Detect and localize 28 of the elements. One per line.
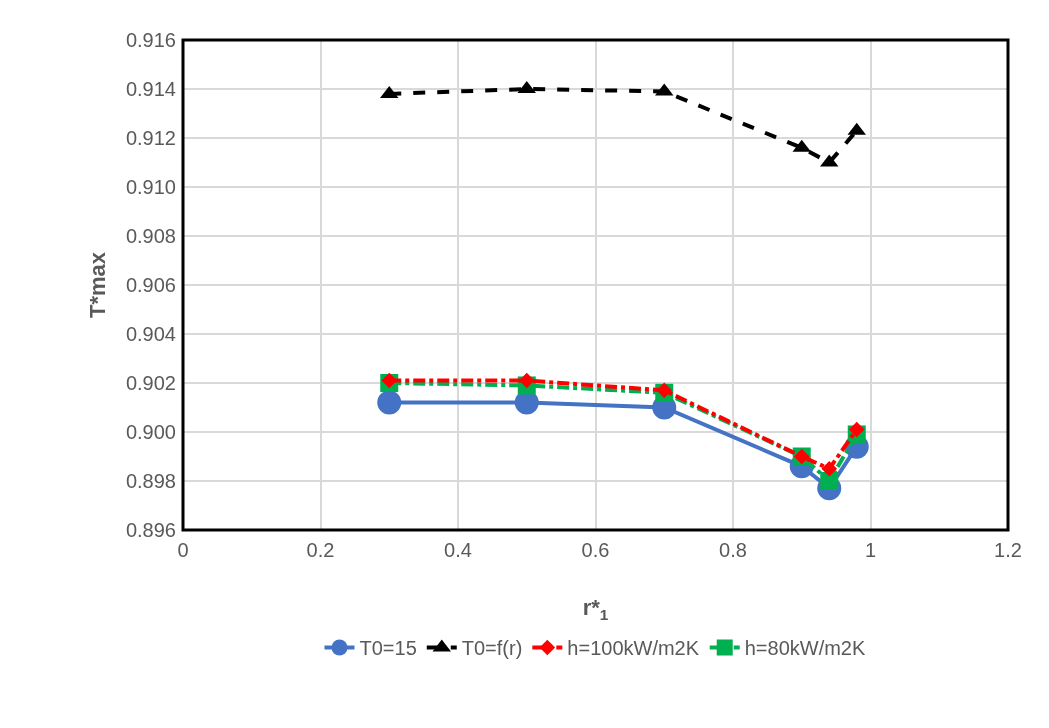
y-tick-label: 0.908 (125, 225, 176, 247)
x-tick-label: 0.8 (719, 539, 747, 561)
x-tick-label: 0 (177, 539, 189, 561)
x-tick-label: 0.4 (444, 539, 472, 561)
point (518, 372, 535, 389)
point (377, 390, 402, 415)
x-axis-title: r*$_{1}$ (582, 594, 609, 623)
y-axis-title: T*max (84, 251, 110, 319)
legend-label: T0=15 (359, 637, 417, 660)
x-tick-label: 1 (864, 539, 877, 561)
legend-label: h=100kW/m2K (567, 637, 700, 660)
point (821, 460, 838, 477)
y-tick-label: 0.906 (125, 274, 176, 296)
y-tick-label: 0.914 (125, 78, 176, 100)
x-tick-label: 0.6 (581, 539, 610, 561)
y-tick-label: 0.896 (125, 519, 176, 541)
y-tick-label: 0.898 (125, 470, 176, 492)
y-tick-label: 0.912 (125, 127, 176, 149)
point (848, 421, 865, 438)
legend-label: h=80kW/m2K (744, 637, 866, 660)
y-tick-label: 0.910 (125, 176, 176, 198)
y-tick-label: 0.916 (125, 29, 176, 51)
x-tick-label: 1.2 (994, 539, 1022, 561)
y-tick-label: 0.902 (125, 372, 176, 394)
y-tick-label: 0.904 (125, 323, 176, 345)
y-tick-label: 0.900 (125, 421, 176, 443)
legend-label: T0=f(r) (461, 637, 523, 660)
x-tick-label: 0.2 (306, 539, 335, 561)
